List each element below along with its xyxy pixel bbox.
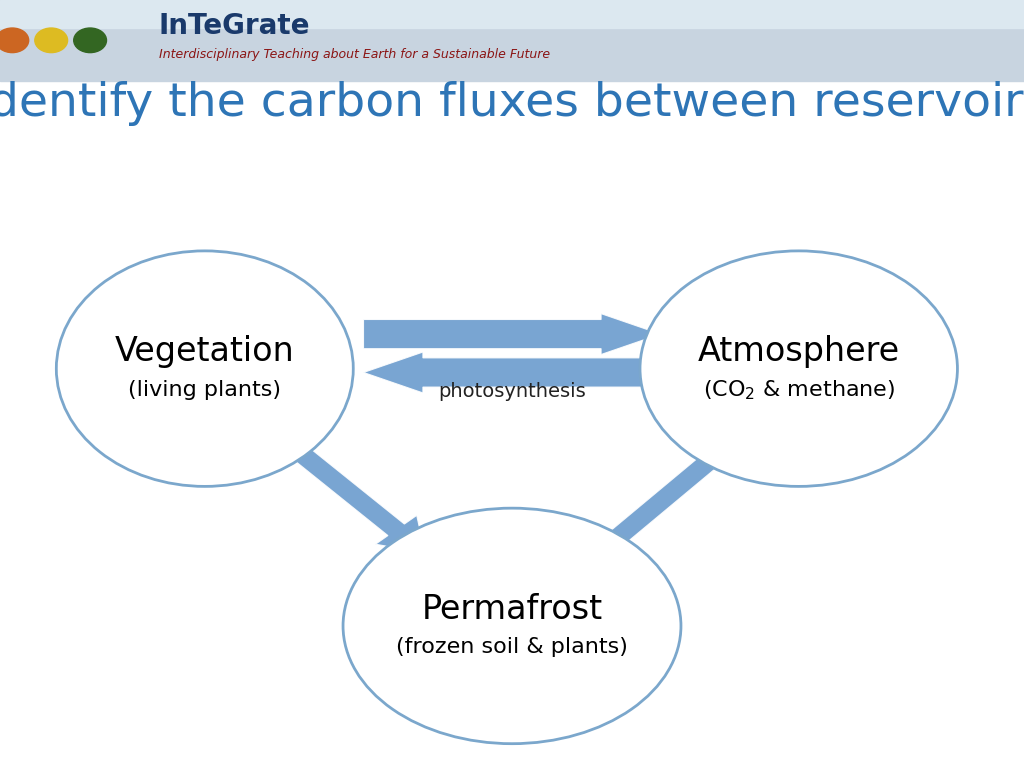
Circle shape <box>0 28 29 52</box>
Ellipse shape <box>56 251 353 486</box>
Polygon shape <box>364 352 660 393</box>
FancyArrow shape <box>591 438 737 558</box>
Polygon shape <box>364 313 660 355</box>
Ellipse shape <box>343 508 681 743</box>
Text: (living plants): (living plants) <box>128 380 282 400</box>
Circle shape <box>74 28 106 52</box>
Text: (frozen soil & plants): (frozen soil & plants) <box>396 637 628 657</box>
Text: InTeGrate: InTeGrate <box>159 12 310 40</box>
Bar <box>0 0 1024 28</box>
FancyArrow shape <box>273 432 425 553</box>
Text: (CO$_2$ & methane): (CO$_2$ & methane) <box>702 379 895 402</box>
Bar <box>0 0 1024 81</box>
Text: Atmosphere: Atmosphere <box>697 336 900 368</box>
Ellipse shape <box>640 251 957 486</box>
Text: photosynthesis: photosynthesis <box>438 382 586 401</box>
Text: Interdisciplinary Teaching about Earth for a Sustainable Future: Interdisciplinary Teaching about Earth f… <box>159 48 550 61</box>
Text: Permafrost: Permafrost <box>422 593 602 625</box>
Text: Identify the carbon fluxes between reservoirs: Identify the carbon fluxes between reser… <box>0 81 1024 126</box>
Circle shape <box>35 28 68 52</box>
Text: Vegetation: Vegetation <box>115 336 295 368</box>
